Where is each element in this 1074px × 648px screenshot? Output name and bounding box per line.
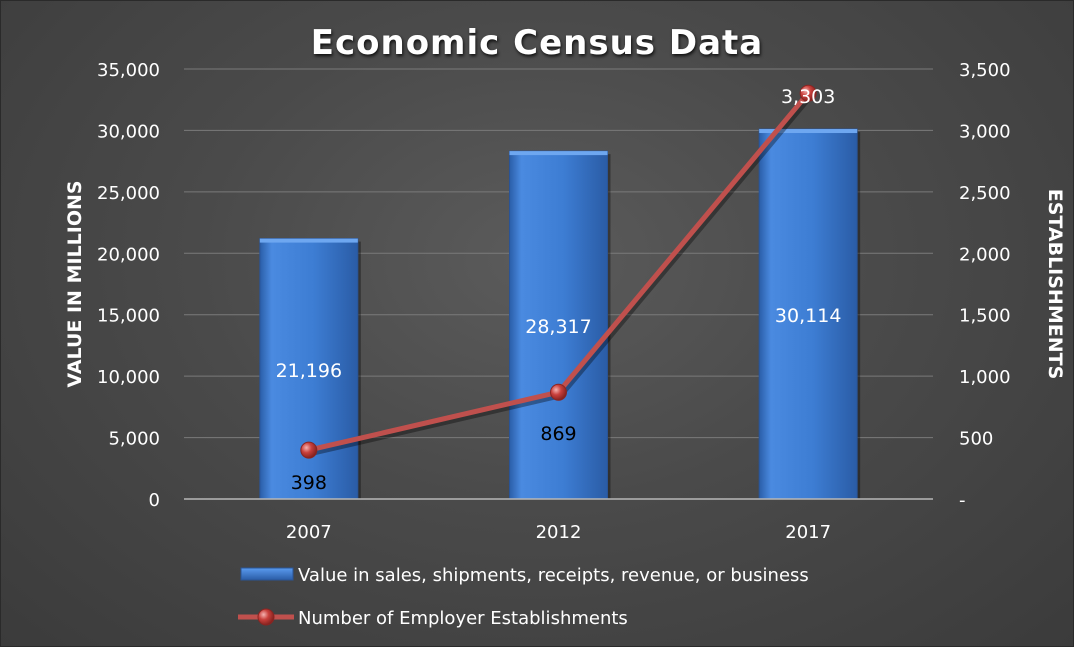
- line-data-label: 869: [540, 423, 576, 445]
- y2-tick-label: 2,500: [959, 183, 1011, 204]
- bar-top-highlight: [759, 129, 858, 134]
- y-tick-label: 35,000: [97, 60, 160, 81]
- x-tick-label: 2012: [536, 522, 582, 543]
- legend-line-marker: [257, 608, 275, 626]
- y-tick-label: 5,000: [108, 429, 160, 450]
- bar-top-highlight: [509, 151, 608, 156]
- line-data-label: 3,303: [781, 86, 835, 108]
- bar-data-label: 30,114: [775, 305, 841, 327]
- line-data-label: 398: [291, 472, 327, 494]
- y-tick-label: 30,000: [97, 121, 160, 142]
- x-tick-label: 2007: [286, 522, 332, 543]
- line-marker: [799, 84, 817, 102]
- legend-line-label: Number of Employer Establishments: [298, 608, 628, 629]
- y-tick-label: 15,000: [97, 306, 160, 327]
- bar-data-label: 21,196: [276, 360, 342, 382]
- legend-bar-label: Value in sales, shipments, receipts, rev…: [298, 565, 809, 586]
- line-marker: [300, 441, 318, 459]
- bar-top-highlight: [259, 238, 358, 243]
- y2-tick-label: 500: [959, 429, 993, 450]
- y-axis-title: VALUE IN MILLIONS: [64, 180, 86, 387]
- chart-title: Economic Census Data: [310, 23, 764, 63]
- line-marker: [550, 383, 567, 401]
- bar-data-label: 28,317: [525, 316, 591, 338]
- y2-tick-label: 2,000: [959, 244, 1011, 265]
- y2-tick-label: 3,500: [959, 60, 1011, 81]
- y2-tick-label: 1,000: [959, 367, 1011, 388]
- y2-tick-label: 1,500: [959, 306, 1011, 327]
- y-tick-label: 10,000: [97, 367, 160, 388]
- bar: [758, 128, 858, 500]
- y-tick-label: 20,000: [97, 244, 160, 265]
- x-tick-label: 2017: [785, 522, 831, 543]
- y-tick-label: 25,000: [97, 183, 160, 204]
- y2-tick-label: 3,000: [959, 121, 1011, 142]
- y2-tick-label: -: [959, 490, 966, 511]
- y-tick-label: 0: [149, 490, 160, 511]
- y2-axis-title: ESTABLISHMENTS: [1044, 189, 1066, 380]
- legend-bar-swatch: [240, 567, 294, 581]
